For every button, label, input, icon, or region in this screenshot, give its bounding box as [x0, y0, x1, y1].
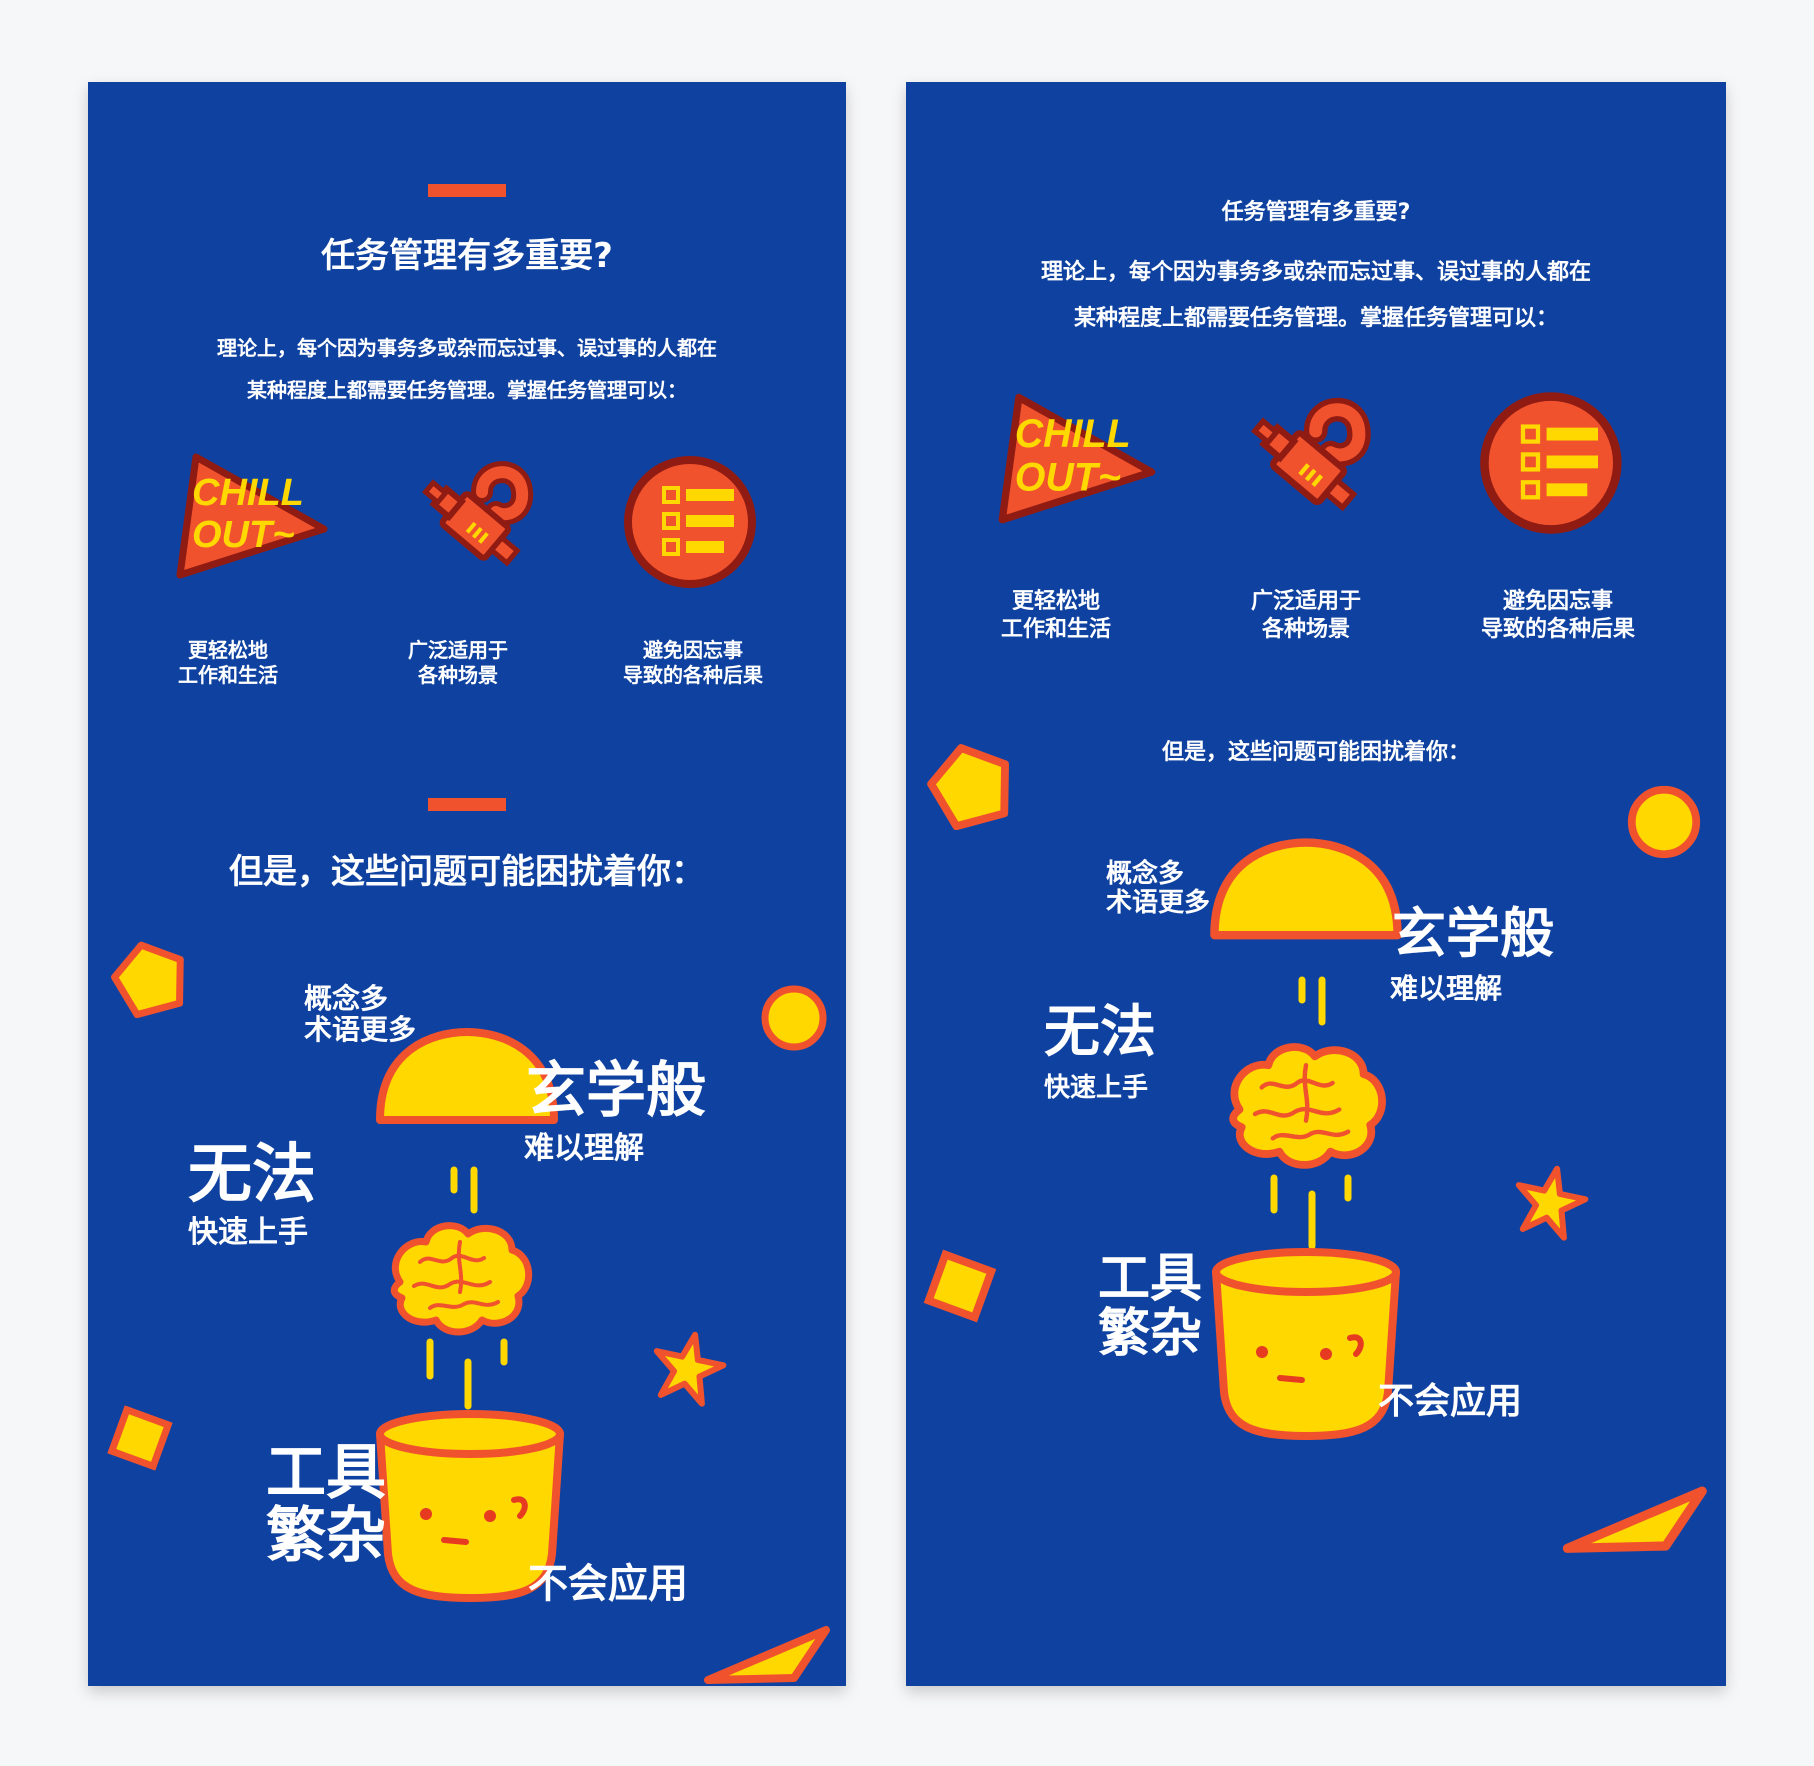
section-desc-line2: 某种程度上都需要任务管理。掌握任务管理可以：	[1073, 306, 1558, 331]
triangle-shape	[1562, 1486, 1707, 1553]
right-panel: 任务管理有多重要? 理论上，每个因为事务多或杂而忘过事、误过事的人都在 某种程度…	[906, 82, 1726, 1686]
chill-text-line2: OUT~	[192, 514, 294, 556]
section-divider	[428, 798, 506, 811]
chill-out-icon: CHILL OUT~	[998, 393, 1156, 524]
fall-lines	[1298, 976, 1326, 1026]
checklist-icon	[1480, 392, 1622, 534]
fall-lines	[450, 1166, 478, 1214]
plug-icon	[421, 461, 534, 567]
square-shape	[107, 1405, 173, 1471]
cantuse-text: 不会应用	[1378, 1381, 1523, 1422]
nofast-big-text: 无法	[1044, 1000, 1156, 1065]
mystic-big-text: 玄学般	[1392, 902, 1554, 965]
star-shape	[1515, 1165, 1589, 1241]
section-title: 任务管理有多重要?	[321, 236, 613, 276]
benefit-label-1: 更轻松地 工作和生活	[1000, 589, 1111, 642]
brain-icon	[1229, 1043, 1386, 1169]
circle-shape	[1627, 785, 1701, 859]
mystic-small-text: 难以理解	[1390, 972, 1503, 1005]
star-shape	[653, 1331, 727, 1407]
fall-lines	[1270, 1174, 1352, 1250]
nofast-small-text: 快速上手	[188, 1215, 308, 1250]
chill-text-line2: OUT~	[1015, 456, 1121, 500]
section-desc-line1: 理论上，每个因为事务多或杂而忘过事、误过事的人都在	[1040, 260, 1591, 285]
circle-shape	[761, 985, 827, 1051]
concepts-text: 概念多 术语更多	[1106, 859, 1211, 918]
section-desc-line1: 理论上，每个因为事务多或杂而忘过事、误过事的人都在	[217, 336, 717, 360]
fall-lines	[426, 1338, 508, 1410]
brain-icon	[390, 1222, 533, 1336]
left-panel: 任务管理有多重要? 理论上，每个因为事务多或杂而忘过事、误过事的人都在 某种程度…	[88, 82, 846, 1686]
pentagon-shape	[111, 941, 184, 1018]
benefit-label-3: 避免因忘事 导致的各种后果	[1480, 589, 1635, 642]
cup-face-icon	[1212, 1248, 1400, 1440]
nofast-small-text: 快速上手	[1044, 1073, 1149, 1103]
square-shape	[923, 1249, 997, 1323]
dome-shape	[376, 1028, 558, 1124]
section-title: 任务管理有多重要?	[1221, 200, 1411, 225]
benefit-label-2: 广泛适用于 各种场景	[408, 638, 508, 687]
section-divider	[428, 184, 506, 197]
checklist-icon	[624, 456, 756, 588]
concepts-text: 概念多 术语更多	[304, 982, 417, 1046]
benefit-label-3: 避免因忘事 导致的各种后果	[623, 638, 763, 687]
tools-text: 工具 繁杂	[266, 1438, 386, 1571]
chill-text-line1: CHILL	[192, 472, 304, 514]
section-desc-line2: 某种程度上都需要任务管理。掌握任务管理可以：	[247, 378, 687, 402]
pentagon-shape	[927, 744, 1009, 830]
dome-shape	[1210, 838, 1402, 940]
benefit-label-1: 更轻松地 工作和生活	[178, 638, 278, 687]
plug-icon	[1251, 397, 1371, 512]
section-title-2: 但是，这些问题可能困扰着你：	[229, 852, 705, 892]
mystic-small-text: 难以理解	[524, 1131, 644, 1166]
chill-out-icon: CHILL OUT~	[176, 453, 328, 579]
section-title-2: 但是，这些问题可能困扰着你：	[1161, 740, 1470, 765]
triangle-shape	[704, 1626, 830, 1684]
tools-text: 工具 繁杂	[1098, 1249, 1203, 1364]
cup-face-icon	[376, 1410, 564, 1602]
benefit-label-2: 广泛适用于 各种场景	[1250, 589, 1361, 642]
nofast-big-text: 无法	[188, 1138, 316, 1212]
mystic-big-text: 玄学般	[526, 1056, 706, 1126]
cantuse-text: 不会应用	[528, 1561, 688, 1607]
chill-text-line1: CHILL	[1015, 412, 1131, 456]
